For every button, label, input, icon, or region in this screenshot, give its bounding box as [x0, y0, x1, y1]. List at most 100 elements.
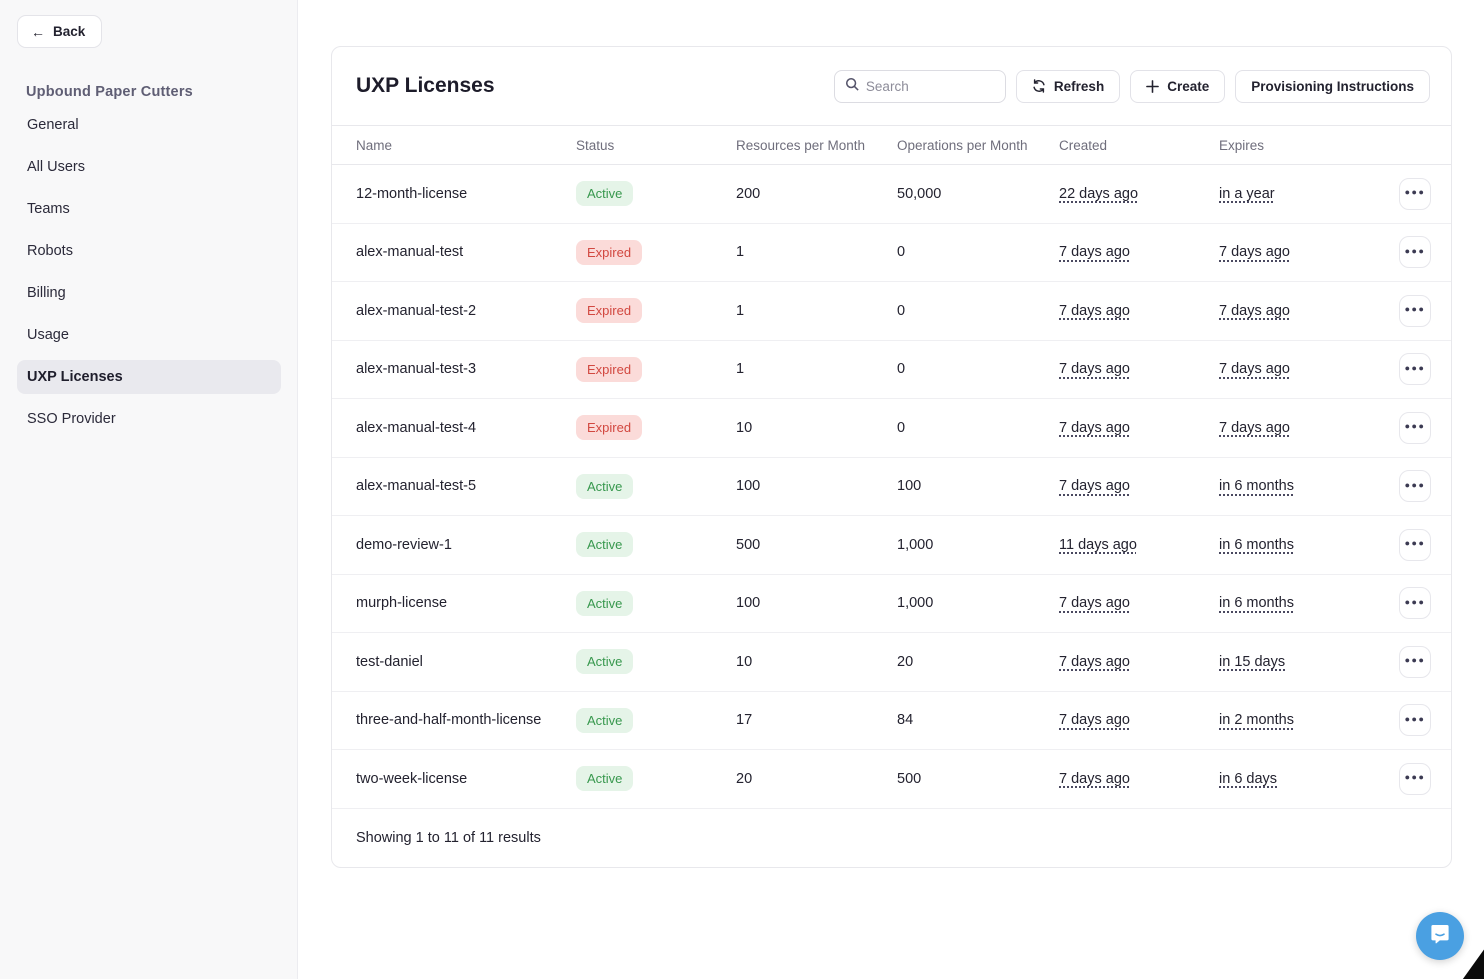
row-menu-button[interactable]: ●●● [1399, 353, 1431, 386]
resources-per-month: 17 [736, 712, 753, 729]
sidebar-item-billing[interactable]: Billing [27, 285, 66, 301]
license-name: three-and-half-month-license [356, 712, 542, 729]
row-menu-button[interactable]: ●●● [1399, 236, 1431, 269]
operations-per-month: 1,000 [897, 595, 934, 612]
sidebar-item-all-users[interactable]: All Users [27, 159, 86, 175]
sidebar-item-robots[interactable]: Robots [27, 243, 73, 259]
expires-value: 7 days ago [1219, 302, 1290, 319]
row-menu-button[interactable]: ●●● [1399, 294, 1431, 327]
sidebar: ← Back Upbound Paper Cutters General All … [0, 0, 298, 979]
created-value: 7 days ago [1059, 302, 1130, 319]
status-badge: Active [576, 181, 634, 207]
row-menu-button[interactable]: ●●● [1399, 177, 1431, 210]
resources-per-month: 10 [736, 419, 753, 436]
resources-per-month: 10 [736, 653, 753, 670]
refresh-button[interactable]: Refresh [1015, 69, 1121, 103]
license-name: alex-manual-test-3 [356, 361, 477, 378]
create-button[interactable]: Create [1130, 69, 1226, 103]
resources-per-month: 1 [736, 302, 745, 319]
row-menu-button[interactable]: ●●● [1399, 704, 1431, 737]
expires-value: 7 days ago [1219, 419, 1290, 436]
expires-value: in 6 months [1219, 536, 1294, 553]
created-value: 7 days ago [1059, 478, 1130, 495]
search-icon [845, 77, 859, 96]
operations-per-month: 84 [897, 712, 914, 729]
operations-per-month: 50,000 [897, 185, 942, 202]
license-name: alex-manual-test-5 [356, 478, 477, 495]
operations-per-month: 0 [897, 244, 906, 261]
create-label: Create [1167, 78, 1210, 94]
table-row[interactable]: 12-month-license Active 200 50,000 22 da… [332, 165, 1451, 224]
resources-per-month: 100 [736, 595, 761, 612]
resources-per-month: 1 [736, 244, 745, 261]
status-badge: Active [576, 707, 634, 733]
row-menu-button[interactable]: ●●● [1399, 762, 1431, 795]
ellipsis-icon: ●●● [1404, 245, 1426, 256]
license-name: murph-license [356, 595, 448, 612]
resources-per-month: 500 [736, 536, 761, 553]
row-menu-button[interactable]: ●●● [1399, 528, 1431, 561]
column-header-resources-per-month: Resources per Month [736, 137, 866, 153]
sidebar-item-general[interactable]: General [27, 117, 79, 133]
refresh-icon [1032, 79, 1046, 93]
license-name: alex-manual-test-2 [356, 302, 477, 319]
created-value: 22 days ago [1059, 185, 1139, 202]
table-row[interactable]: alex-manual-test-3 Expired 1 0 7 days ag… [332, 341, 1451, 399]
licenses-card: UXP Licenses [331, 46, 1452, 868]
expires-value: in 6 days [1219, 770, 1278, 787]
page-title: UXP Licenses [356, 74, 495, 97]
sidebar-item-sso-provider[interactable]: SSO Provider [27, 411, 116, 427]
status-badge: Expired [576, 239, 643, 265]
table-row[interactable]: alex-manual-test-4 Expired 10 0 7 days a… [332, 399, 1451, 458]
back-button[interactable]: ← Back [17, 15, 103, 48]
column-header-operations-per-month: Operations per Month [897, 137, 1028, 153]
header-actions: Refresh Create Provisioning Instructions [833, 69, 1430, 103]
table-row[interactable]: two-week-license Active 20 500 7 days ag… [332, 750, 1451, 809]
ellipsis-icon: ●●● [1404, 655, 1426, 666]
back-arrow-icon: ← [31, 23, 45, 40]
sidebar-item-uxp-licenses[interactable]: UXP Licenses [17, 360, 281, 394]
table-row[interactable]: alex-manual-test-5 Active 100 100 7 days… [332, 458, 1451, 516]
license-name: alex-manual-test [356, 244, 464, 261]
ellipsis-icon: ●●● [1404, 596, 1426, 607]
column-header-status: Status [576, 137, 615, 153]
status-badge: Expired [576, 356, 643, 382]
resources-per-month: 1 [736, 361, 745, 378]
provisioning-label: Provisioning Instructions [1251, 78, 1414, 94]
ellipsis-icon: ●●● [1404, 304, 1426, 315]
sidebar-nav: General All Users Teams Robots Billing Usage U… [17, 108, 281, 436]
created-value: 7 days ago [1059, 595, 1130, 612]
table-header-row: Name Status Resources per Month Operations … [332, 125, 1451, 165]
org-name-heading: Upbound Paper Cutters [26, 84, 193, 100]
license-name: test-daniel [356, 653, 423, 670]
sidebar-item-usage[interactable]: Usage [27, 327, 69, 343]
provisioning-instructions-button[interactable]: Provisioning Instructions [1235, 69, 1430, 103]
row-menu-button[interactable]: ●●● [1399, 587, 1431, 620]
table-row[interactable]: alex-manual-test Expired 1 0 7 days ago … [332, 224, 1451, 282]
table-row[interactable]: demo-review-1 Active 500 1,000 11 days a… [332, 516, 1451, 575]
status-badge: Active [576, 590, 634, 616]
row-menu-button[interactable]: ●●● [1399, 645, 1431, 678]
search-box[interactable] [833, 69, 1006, 103]
license-name: 12-month-license [356, 185, 468, 202]
table-row[interactable]: three-and-half-month-license Active 17 8… [332, 692, 1451, 750]
column-header-created: Created [1059, 137, 1108, 153]
results-count: Showing 1 to 11 of 11 results [356, 829, 541, 846]
ellipsis-icon: ●●● [1404, 362, 1426, 373]
table-row[interactable]: alex-manual-test-2 Expired 1 0 7 days ag… [332, 282, 1451, 341]
row-menu-button[interactable]: ●●● [1399, 470, 1431, 503]
main-content: UXP Licenses [298, 0, 1484, 979]
ellipsis-icon: ●●● [1404, 421, 1426, 432]
created-value: 7 days ago [1059, 419, 1130, 436]
row-menu-button[interactable]: ●●● [1399, 411, 1431, 444]
created-value: 7 days ago [1059, 361, 1130, 378]
expires-value: in 6 months [1219, 595, 1294, 612]
chat-launcher-button[interactable] [1416, 912, 1464, 960]
table-row[interactable]: murph-license Active 100 1,000 7 days ag… [332, 575, 1451, 633]
table-row[interactable]: test-daniel Active 10 20 7 days ago in 1… [332, 633, 1451, 692]
column-header-name: Name [356, 137, 393, 153]
created-value: 7 days ago [1059, 653, 1130, 670]
sidebar-item-teams[interactable]: Teams [27, 201, 70, 217]
search-input[interactable] [865, 78, 995, 94]
table-body: 12-month-license Active 200 50,000 22 da… [332, 165, 1451, 809]
